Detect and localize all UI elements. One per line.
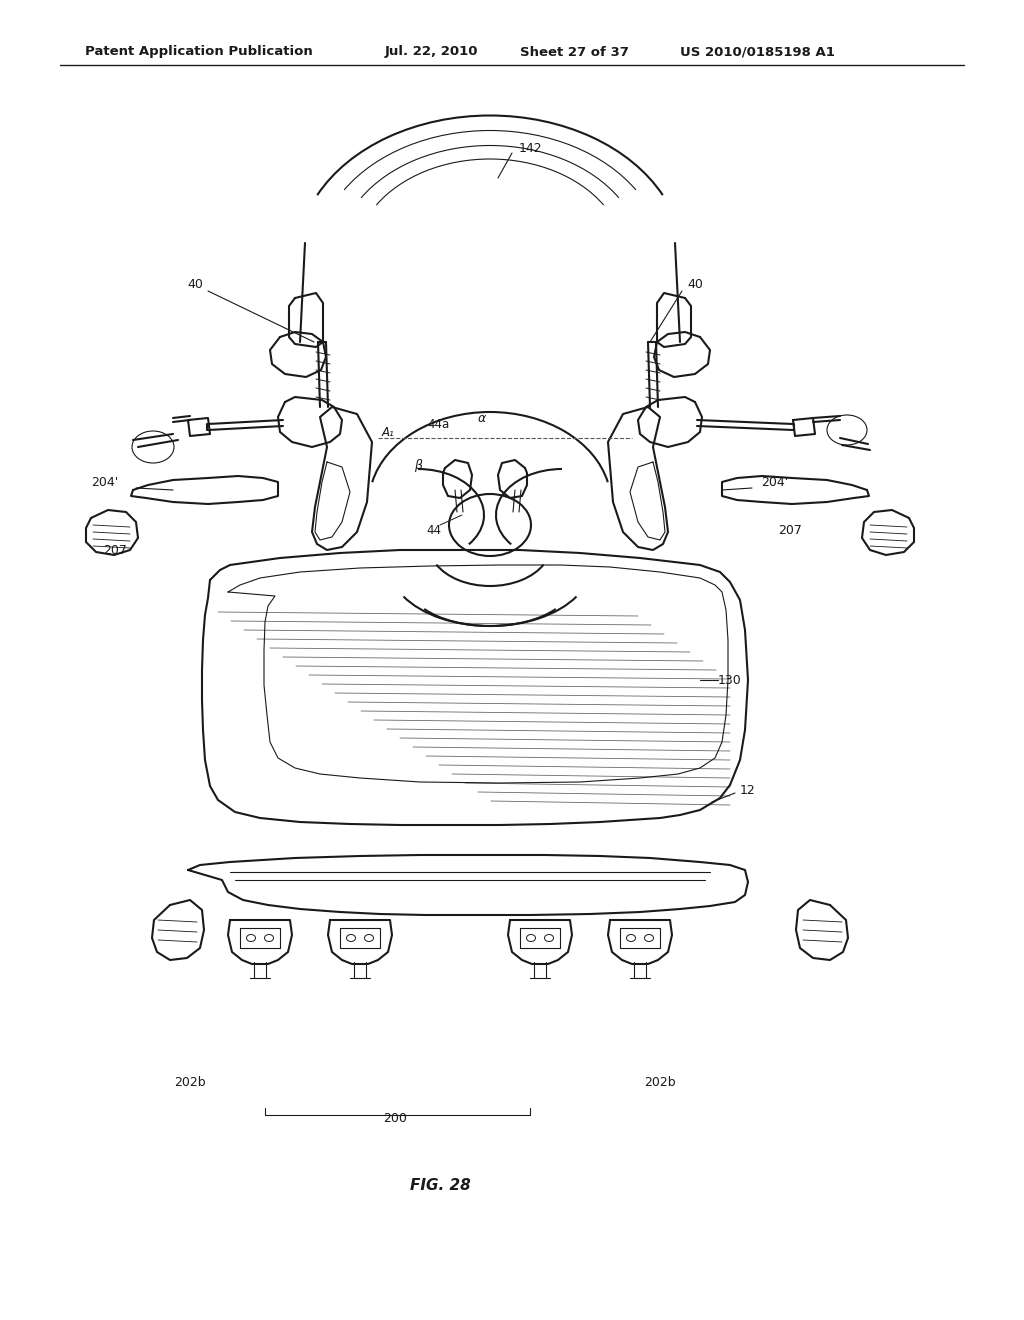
Text: US 2010/0185198 A1: US 2010/0185198 A1 [680, 45, 835, 58]
Text: β: β [414, 458, 422, 471]
Text: FIG. 28: FIG. 28 [410, 1177, 470, 1192]
Text: 204': 204' [91, 477, 119, 490]
Text: Sheet 27 of 37: Sheet 27 of 37 [520, 45, 629, 58]
Text: 202b: 202b [644, 1076, 676, 1089]
Text: 207: 207 [778, 524, 802, 536]
Text: A₁: A₁ [382, 425, 394, 438]
Text: 44: 44 [427, 524, 441, 536]
Text: 207: 207 [103, 544, 127, 557]
Text: 40: 40 [187, 279, 203, 292]
Text: 130: 130 [718, 673, 741, 686]
Text: Jul. 22, 2010: Jul. 22, 2010 [385, 45, 478, 58]
Text: 202b: 202b [174, 1076, 206, 1089]
Text: 44a: 44a [427, 418, 450, 432]
Text: Patent Application Publication: Patent Application Publication [85, 45, 312, 58]
Text: α: α [478, 412, 486, 425]
Text: 142: 142 [518, 141, 542, 154]
Text: 40: 40 [687, 279, 702, 292]
Text: 200: 200 [383, 1111, 407, 1125]
Text: 204': 204' [762, 477, 788, 490]
Text: 12: 12 [740, 784, 756, 796]
